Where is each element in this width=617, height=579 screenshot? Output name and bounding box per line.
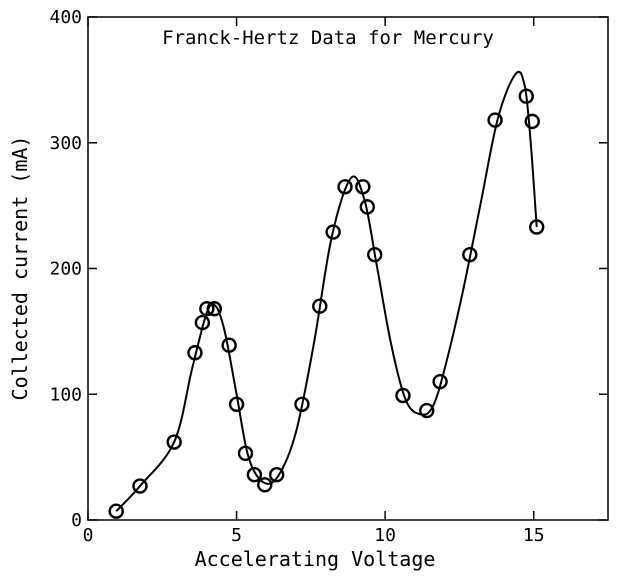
chart-marks bbox=[108, 70, 545, 519]
data-point bbox=[367, 246, 383, 263]
data-point bbox=[294, 396, 310, 413]
x-axis-label: Accelerating Voltage bbox=[195, 547, 436, 571]
axis-ticks: 0 5 10 15 0 100 200 300 400 bbox=[49, 7, 608, 546]
x-tick-label: 10 bbox=[374, 525, 396, 546]
plot-frame bbox=[87, 16, 609, 521]
data-point bbox=[524, 113, 540, 130]
data-point bbox=[228, 396, 245, 413]
y-tick-label: 0 bbox=[71, 510, 82, 531]
data-point bbox=[518, 88, 534, 104]
data-point bbox=[528, 219, 545, 235]
data-point bbox=[194, 314, 211, 331]
data-point bbox=[432, 373, 448, 390]
data-point bbox=[312, 298, 328, 314]
data-point bbox=[187, 345, 203, 361]
data-point bbox=[355, 179, 371, 195]
data-point bbox=[206, 301, 222, 317]
data-point bbox=[108, 503, 124, 519]
data-point bbox=[199, 301, 215, 317]
data-point bbox=[325, 224, 341, 240]
fit-curve bbox=[115, 70, 538, 512]
data-point bbox=[237, 445, 254, 462]
data-point bbox=[359, 199, 376, 215]
x-tick-label: 15 bbox=[523, 525, 545, 546]
data-point bbox=[395, 387, 411, 404]
data-point bbox=[268, 467, 285, 483]
chart-title: Franck-Hertz Data for Mercury bbox=[162, 27, 494, 49]
data-point bbox=[487, 112, 503, 128]
data-point bbox=[257, 477, 273, 493]
y-tick-label: 200 bbox=[49, 259, 82, 280]
x-tick-label: 5 bbox=[231, 525, 242, 546]
data-point bbox=[221, 337, 237, 353]
data-point bbox=[462, 246, 478, 263]
y-tick-label: 100 bbox=[49, 384, 82, 405]
y-tick-label: 300 bbox=[49, 133, 82, 154]
y-axis-label: Collected current (mA) bbox=[8, 136, 32, 401]
data-point bbox=[419, 402, 435, 419]
y-tick-label: 400 bbox=[49, 7, 82, 28]
data-point bbox=[132, 478, 148, 494]
x-tick-label: 0 bbox=[83, 525, 94, 546]
data-point bbox=[246, 467, 263, 483]
data-point bbox=[337, 179, 353, 195]
data-point bbox=[166, 434, 182, 450]
